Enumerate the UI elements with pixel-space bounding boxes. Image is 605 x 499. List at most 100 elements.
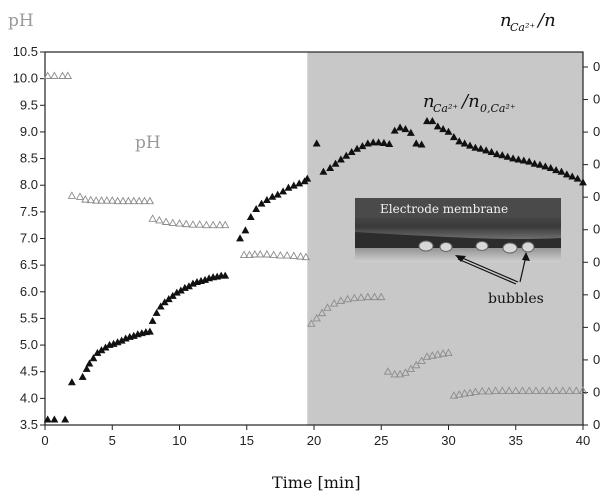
ph-series-label: pH (135, 133, 161, 153)
ph-point (370, 292, 379, 301)
ph-point (350, 293, 359, 302)
ratio-point (268, 192, 277, 200)
ratio-point (444, 127, 453, 135)
ratio-point (279, 187, 287, 195)
ph-point (395, 369, 405, 378)
y-tick-label: 5.5 (20, 310, 38, 325)
ratio-point (476, 144, 485, 152)
ph-point (269, 250, 278, 258)
ph-point (356, 293, 366, 301)
y-tick-label: 9.5 (20, 97, 38, 112)
ratio-point (498, 151, 507, 159)
ph-point (465, 388, 475, 396)
ratio-title-slash: /n (536, 10, 556, 31)
ratio-point (236, 234, 244, 242)
ratio-point (492, 150, 501, 158)
ratio-title-sub: Ca²⁺ (510, 21, 535, 34)
ph-point (276, 251, 285, 259)
ph-point (140, 196, 149, 205)
arrow-head (522, 252, 530, 261)
series-ph (43, 71, 588, 399)
ratio-point (246, 212, 255, 221)
ph-point (433, 350, 442, 358)
ph-point (256, 249, 265, 258)
ratio-point (428, 117, 437, 125)
ratio-point (487, 147, 496, 155)
ph-point (113, 196, 122, 205)
ph-point (504, 386, 514, 394)
ratio-point (455, 137, 464, 145)
y-tick-label: 4.0 (20, 390, 38, 405)
ratio-point (530, 159, 539, 167)
ph-point (538, 386, 547, 394)
ph-point (301, 252, 311, 261)
ratio-point (460, 139, 469, 147)
y-tick-label: 8.5 (20, 151, 38, 166)
ph-point (307, 319, 316, 327)
bubble-arrows (455, 252, 530, 285)
ph-point (572, 386, 581, 394)
ratio-point (326, 163, 335, 171)
ph-point (155, 215, 164, 224)
ratio-point (417, 140, 426, 148)
ph-point (188, 220, 198, 228)
ratio-point (503, 152, 512, 160)
right-tick-label: 0 (593, 59, 600, 74)
x-tick-label: 0 (41, 433, 48, 448)
bubble-shape (418, 240, 434, 252)
y-tick-label: 7.5 (20, 204, 38, 219)
y-axis-title-ratio: n Ca²⁺ /n (500, 10, 556, 34)
ratio-point (557, 167, 566, 175)
ratio-point (145, 327, 154, 335)
y-tick-label: 3.5 (20, 417, 38, 432)
ph-point (86, 195, 95, 204)
y-tick-label: 6.5 (20, 257, 38, 272)
right-tick-label: 0 (593, 189, 600, 204)
ratio-point (568, 172, 577, 180)
ratio-point (449, 133, 458, 141)
right-tick-label: 0 (593, 222, 600, 237)
ph-point (383, 367, 393, 375)
ratio-point (412, 139, 421, 147)
ratio-point (369, 138, 378, 146)
ph-point (208, 220, 218, 229)
ratio-label-sub2: 0,Ca²⁺ (480, 102, 516, 115)
y-tick-label: 10.0 (13, 71, 38, 86)
arrow-line (459, 256, 519, 283)
ratio-point (552, 166, 561, 174)
y-axis-right: 0 0 0 0 0 0 0 0 0 0 0 0 (583, 59, 600, 432)
ph-point (312, 313, 321, 322)
ratio-point (433, 122, 442, 130)
ph-point (50, 71, 59, 79)
ph-point (444, 348, 453, 357)
bubble-shape (521, 241, 535, 253)
ph-point (422, 352, 432, 360)
ph-point (438, 349, 448, 357)
ph-point (161, 217, 171, 225)
ratio-point (43, 415, 52, 423)
y-tick-label: 10.5 (13, 44, 38, 59)
ratio-point (78, 372, 87, 380)
ph-point (471, 387, 480, 395)
right-tick-label: 0 (593, 287, 600, 302)
ph-point (215, 220, 225, 229)
ph-point (296, 252, 305, 260)
ratio-point (82, 364, 91, 372)
y-tick-label: 5.0 (20, 337, 38, 352)
right-tick-label: 0 (593, 352, 600, 367)
ratio-point (152, 308, 161, 316)
x-tick-label: 25 (374, 433, 388, 448)
ph-point (377, 292, 386, 301)
ratio-point (353, 144, 361, 152)
ratio-point (50, 415, 59, 423)
ratio-label-slash: /n (460, 91, 480, 112)
ratio-point (536, 160, 544, 168)
ratio-point (257, 199, 266, 207)
y-axis-title-ph: pH (8, 11, 34, 31)
ph-point (484, 386, 494, 395)
ph-point (262, 249, 272, 258)
ratio-point (406, 128, 415, 136)
x-axis-title: Time [min] (272, 473, 361, 492)
ratio-point (562, 170, 571, 178)
ph-point (145, 196, 155, 205)
